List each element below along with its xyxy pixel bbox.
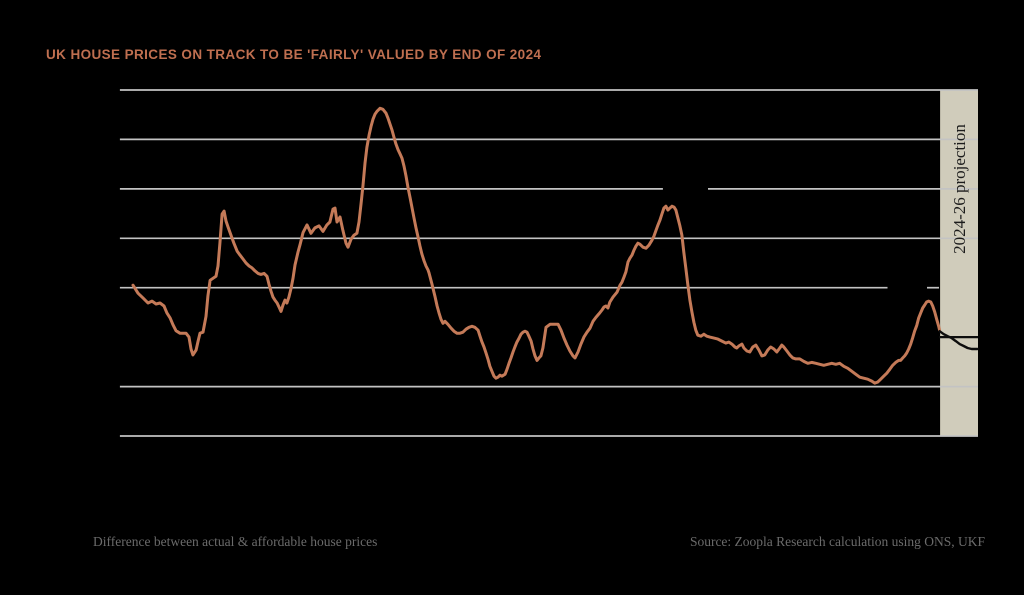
projection-line (938, 330, 979, 351)
projection-band (940, 90, 978, 436)
chart-title: UK HOUSE PRICES ON TRACK TO BE 'FAIRLY' … (46, 47, 542, 62)
projection-band-label: 2024-26 projection (950, 123, 970, 254)
y-axis-description: Difference between actual & affordable h… (93, 534, 378, 549)
price-difference-line (131, 106, 942, 385)
source-credit: Source: Zoopla Research calculation usin… (689, 534, 985, 549)
